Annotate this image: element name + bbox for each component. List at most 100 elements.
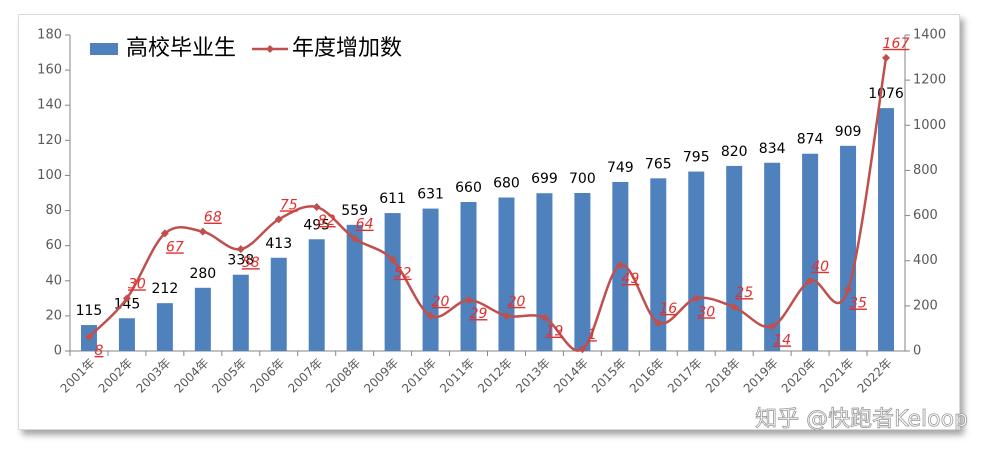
y-tick-label: 20 [45, 308, 62, 323]
bar [802, 153, 819, 351]
y2-tick-label: 1200 [913, 73, 946, 88]
line-marker [84, 332, 93, 341]
line-value-label: 19 [546, 324, 564, 340]
line-marker [578, 345, 587, 354]
x-tick-label: 2007年 [285, 356, 325, 396]
y-tick-label: 0 [54, 344, 62, 359]
line-marker [464, 296, 473, 305]
bar-value-label: 115 [76, 303, 103, 319]
bar-value-label: 611 [379, 191, 406, 207]
line-value-label: 40 [811, 259, 829, 275]
line-value-label: 25 [735, 285, 753, 301]
line-marker [692, 294, 701, 303]
bar-value-label: 559 [341, 203, 368, 219]
y-tick-label: 140 [37, 98, 62, 113]
line-value-label: 68 [204, 210, 222, 226]
line-marker [654, 318, 663, 327]
bar-value-label: 413 [265, 236, 292, 252]
legend-swatch [90, 43, 118, 55]
line-value-label: 20 [432, 294, 450, 310]
line-marker [160, 229, 169, 238]
legend-label: 高校毕业生 [126, 36, 236, 61]
bar [422, 208, 439, 351]
line-marker [540, 313, 549, 322]
y2-tick-label: 400 [913, 253, 938, 268]
bar [118, 318, 135, 351]
y2-tick-label: 1000 [913, 118, 946, 133]
y-tick-label: 80 [45, 203, 62, 218]
x-tick-label: 2016年 [627, 356, 667, 396]
bar [688, 171, 705, 351]
x-tick-label: 2015年 [589, 356, 629, 396]
line-marker [274, 215, 283, 224]
bar-value-label: 765 [645, 156, 672, 172]
y-tick-label: 180 [37, 28, 62, 43]
bar-value-label: 338 [227, 253, 254, 269]
x-tick-label: 2008年 [323, 356, 363, 396]
x-tick-label: 2006年 [247, 356, 287, 396]
bar-value-label: 212 [152, 281, 179, 297]
y-tick-label: 120 [37, 133, 62, 148]
bar [384, 213, 401, 351]
y-tick-label: 40 [45, 273, 62, 288]
line-value-label: 35 [849, 296, 867, 312]
line-marker [236, 245, 245, 254]
line-value-label: 49 [621, 271, 639, 287]
bar [574, 193, 591, 351]
y2-tick-label: 1400 [913, 28, 946, 43]
bar [308, 239, 325, 351]
y2-tick-label: 200 [913, 298, 938, 313]
bar-value-label: 1076 [868, 86, 904, 102]
x-tick-label: 2004年 [171, 356, 211, 396]
bar-value-label: 660 [455, 180, 482, 196]
line-value-label: 167 [883, 36, 910, 52]
bar [536, 193, 553, 351]
bar [232, 274, 249, 351]
line-value-label: 67 [166, 239, 184, 255]
line-value-label: 58 [242, 255, 260, 271]
x-tick-label: 2014年 [551, 356, 591, 396]
x-tick-label: 2003年 [133, 356, 173, 396]
line-marker [312, 203, 321, 212]
legend-label: 年度增加数 [292, 36, 402, 61]
line-marker [350, 234, 359, 243]
line-value-label: 8 [95, 343, 104, 359]
watermark: 知乎 @快跑者Keloop [755, 407, 968, 432]
line-value-label: 1 [588, 327, 597, 343]
line-marker [768, 322, 777, 331]
x-tick-label: 2019年 [741, 356, 781, 396]
bar-value-label: 909 [835, 124, 862, 140]
line-value-label: 82 [318, 213, 336, 229]
bar [460, 202, 477, 351]
x-tick-label: 2002年 [96, 356, 136, 396]
line-marker [882, 53, 891, 62]
y-tick-label: 160 [37, 63, 62, 78]
x-tick-label: 2021年 [817, 356, 857, 396]
x-tick-label: 2020年 [779, 356, 819, 396]
x-tick-label: 2013年 [513, 356, 553, 396]
line-value-label: 29 [470, 306, 488, 322]
bar [498, 197, 515, 351]
legend-swatch [266, 45, 275, 53]
x-tick-label: 2001年 [58, 356, 98, 396]
bar-value-label: 874 [797, 132, 824, 148]
x-tick-label: 2011年 [437, 356, 477, 396]
line-marker [122, 294, 131, 303]
bar [726, 165, 743, 351]
x-tick-label: 2022年 [855, 356, 895, 396]
y2-tick-label: 800 [913, 163, 938, 178]
bar [878, 108, 895, 351]
line-marker [616, 260, 625, 269]
x-tick-label: 2018年 [703, 356, 743, 396]
bar [156, 303, 173, 351]
bar-value-label: 699 [531, 171, 558, 187]
bar-value-label: 795 [683, 150, 710, 166]
line [88, 57, 888, 352]
y-tick-label: 100 [37, 168, 62, 183]
bar [650, 178, 667, 351]
x-tick-label: 2017年 [665, 356, 705, 396]
bar [764, 162, 781, 351]
line-marker [844, 285, 853, 294]
bar-value-label: 631 [417, 187, 444, 203]
